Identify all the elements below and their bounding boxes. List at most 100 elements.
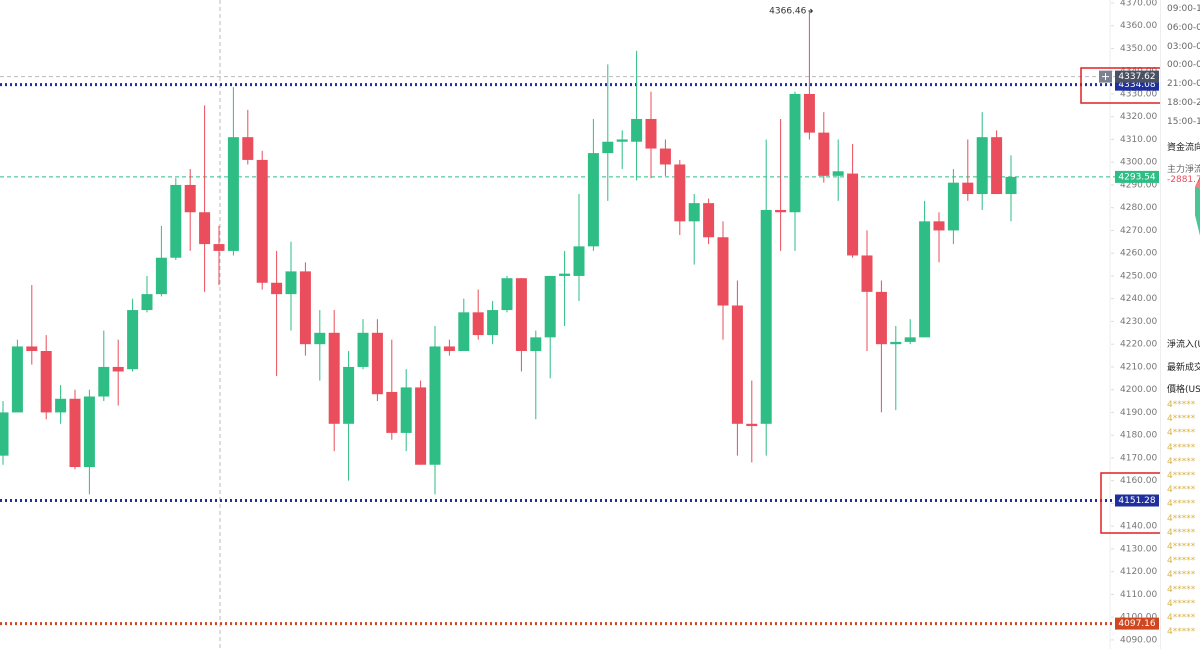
price-line-label: 4334.08 xyxy=(1118,80,1155,90)
trade-price: 4***** xyxy=(1167,428,1196,439)
candle-body xyxy=(415,387,427,465)
current-price-box xyxy=(1115,170,1159,183)
candle-body xyxy=(0,412,9,456)
candle-body xyxy=(242,137,254,160)
candle-body xyxy=(919,221,931,338)
candle-body xyxy=(847,173,859,256)
time-range: 18:00-21 xyxy=(1167,98,1200,108)
y-tick-label: 4250.00 xyxy=(1120,271,1157,281)
candle-body xyxy=(530,337,542,352)
highlight-box xyxy=(1080,67,1160,104)
y-tick-label: 4190.00 xyxy=(1120,408,1157,418)
trade-price: 4***** xyxy=(1167,613,1196,623)
candle-body xyxy=(127,310,139,370)
candle-body xyxy=(544,275,556,338)
candle-body xyxy=(645,118,657,149)
high-annotation: 4366.46 xyxy=(769,7,806,17)
candle-body xyxy=(717,237,729,306)
time-range: 15:00-18 xyxy=(1167,116,1200,127)
candle-body xyxy=(141,294,153,311)
trade-price: 4***** xyxy=(1167,598,1196,609)
highlight-box xyxy=(1100,472,1160,534)
candle-body xyxy=(789,93,801,213)
crosshair-price-label: 4337.62 xyxy=(1118,72,1155,82)
y-tick-label: 4110.00 xyxy=(1120,590,1157,600)
y-tick-label: 4210.00 xyxy=(1120,362,1157,372)
candle-body xyxy=(890,341,902,345)
y-tick-label: 4370.00 xyxy=(1120,0,1157,8)
y-tick-label: 4230.00 xyxy=(1120,317,1157,327)
candle-body xyxy=(487,310,499,336)
y-tick-label: 4120.00 xyxy=(1120,567,1157,577)
candle-body xyxy=(1005,176,1017,195)
trade-price: 4***** xyxy=(1167,456,1196,467)
candle-body xyxy=(472,312,484,336)
trade-price: 4***** xyxy=(1167,527,1196,538)
side-panel: 09:00-12 06:00-09 03:00-06 00:00-03 21:00-00… xyxy=(1160,0,1200,649)
y-tick-label: 4180.00 xyxy=(1120,431,1157,441)
trade-price: 4***** xyxy=(1167,499,1196,510)
y-tick-label: 4260.00 xyxy=(1120,249,1157,259)
trade-price: 4***** xyxy=(1167,627,1196,638)
candle-body xyxy=(55,398,67,413)
candle-body xyxy=(429,346,441,465)
price-line-label: 4097.16 xyxy=(1118,619,1155,629)
candle-body xyxy=(559,273,571,276)
flow-pie-in xyxy=(1195,187,1200,236)
candle-body xyxy=(991,137,1003,195)
candle-body xyxy=(875,291,887,345)
price-header: 價格(USD xyxy=(1167,385,1200,395)
net-inflow-label: 淨流入(U xyxy=(1167,340,1200,350)
candle-body xyxy=(155,257,167,295)
trade-price: 4***** xyxy=(1167,584,1196,595)
y-tick-label: 4330.00 xyxy=(1120,89,1157,99)
trade-price: 4***** xyxy=(1167,414,1196,425)
candle-body xyxy=(83,396,95,468)
time-range: 09:00-12 xyxy=(1167,4,1200,14)
candle-body xyxy=(299,271,311,345)
candle-body xyxy=(371,332,383,395)
trade-price: 4***** xyxy=(1167,513,1196,524)
candle-body xyxy=(184,184,196,213)
crosshair-price-box xyxy=(1115,70,1159,83)
candle-body xyxy=(98,366,110,397)
candle-body xyxy=(861,255,873,292)
candle-body xyxy=(746,423,758,427)
candle-body xyxy=(602,141,614,154)
y-tick-label: 4140.00 xyxy=(1120,522,1157,532)
candle-body xyxy=(760,209,772,424)
price-line-box xyxy=(1115,494,1159,507)
y-tick-label: 4320.00 xyxy=(1120,112,1157,122)
time-range: 00:00-03 xyxy=(1167,60,1200,71)
candle-body xyxy=(314,332,326,345)
y-tick-label: 4280.00 xyxy=(1120,203,1157,213)
candle-body xyxy=(731,305,743,424)
candle-body xyxy=(227,137,239,251)
candle-body xyxy=(947,182,959,231)
trade-price: 4***** xyxy=(1167,400,1196,410)
candle-body xyxy=(386,391,398,433)
candle-body xyxy=(400,387,412,433)
trade-price: 4***** xyxy=(1167,570,1196,581)
candle-body xyxy=(659,148,671,165)
y-tick-label: 4270.00 xyxy=(1120,226,1157,236)
trades-title: 最新成交 xyxy=(1167,363,1200,373)
candle-body xyxy=(703,203,715,238)
time-range: 06:00-09 xyxy=(1167,22,1200,33)
y-tick-label: 4170.00 xyxy=(1120,453,1157,463)
candle-body xyxy=(587,153,599,247)
candle-body xyxy=(688,203,700,222)
y-tick-label: 4310.00 xyxy=(1120,135,1157,145)
candle-body xyxy=(285,271,297,295)
candle-body xyxy=(631,118,643,142)
candle-body xyxy=(904,337,916,342)
candle-body xyxy=(458,312,470,352)
candle-body xyxy=(271,282,283,295)
candle-body xyxy=(573,246,585,276)
candle-body xyxy=(40,351,52,413)
trade-price: 4***** xyxy=(1167,442,1196,453)
y-tick-label: 4300.00 xyxy=(1120,158,1157,168)
trade-price: 4***** xyxy=(1167,542,1196,552)
candle-body xyxy=(962,182,974,195)
